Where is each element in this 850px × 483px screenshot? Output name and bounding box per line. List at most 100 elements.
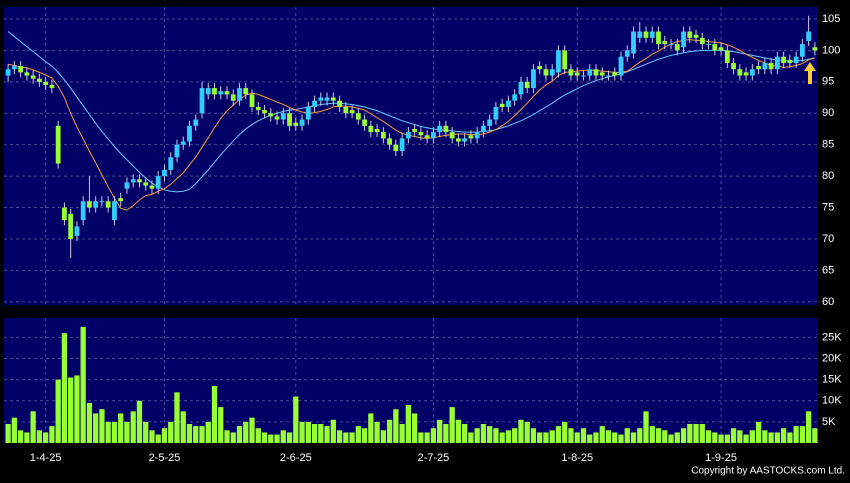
volume-bar bbox=[443, 423, 449, 443]
volume-bar bbox=[737, 430, 743, 443]
volume-bar bbox=[555, 426, 562, 443]
volume-bar bbox=[599, 426, 605, 443]
candle-body bbox=[5, 69, 11, 76]
candle-body bbox=[693, 34, 699, 38]
candle-body bbox=[549, 69, 555, 76]
volume-bar bbox=[186, 423, 193, 443]
volume-bar bbox=[399, 423, 405, 443]
candle-body bbox=[587, 69, 593, 76]
candle-body bbox=[681, 31, 686, 48]
candle-body bbox=[806, 31, 812, 41]
candle-body bbox=[124, 182, 130, 189]
volume-bar bbox=[762, 430, 768, 443]
candle-body bbox=[662, 40, 668, 45]
volume-bar bbox=[230, 432, 236, 443]
candle-body bbox=[749, 69, 755, 76]
candle-body bbox=[737, 69, 743, 76]
candle-body bbox=[699, 37, 705, 45]
volume-bar bbox=[149, 430, 155, 443]
volume-bar bbox=[724, 434, 730, 443]
y-tick-label: 95 bbox=[822, 76, 834, 88]
volume-bar bbox=[793, 426, 799, 443]
volume-bar bbox=[612, 432, 618, 443]
volume-bar bbox=[393, 409, 399, 443]
candle-body bbox=[349, 110, 355, 114]
candle-body bbox=[143, 182, 149, 186]
y-tick-label: 60 bbox=[822, 296, 834, 308]
volume-bar bbox=[93, 413, 99, 443]
volume-bar bbox=[562, 421, 568, 443]
candle-body bbox=[118, 198, 124, 202]
candle-body bbox=[656, 31, 661, 45]
volume-bar bbox=[437, 419, 443, 443]
volume-bar bbox=[424, 432, 430, 443]
candle-body bbox=[174, 144, 180, 158]
y-tick-label: 105 bbox=[822, 13, 840, 25]
volume-bar bbox=[637, 428, 643, 443]
volume-bar bbox=[524, 421, 530, 443]
candle-body bbox=[499, 103, 505, 107]
volume-bar bbox=[274, 434, 280, 443]
candle-body bbox=[624, 50, 630, 57]
volume-bar bbox=[593, 432, 599, 443]
candle-body bbox=[130, 179, 136, 183]
candle-body bbox=[343, 106, 349, 114]
candle-body bbox=[462, 138, 468, 142]
candle-body bbox=[731, 62, 736, 70]
candle-body bbox=[668, 44, 674, 46]
volume-bar bbox=[11, 417, 18, 443]
volume-bar bbox=[418, 432, 424, 443]
volume-bar bbox=[518, 419, 524, 443]
candle-body bbox=[787, 59, 793, 63]
volume-bar bbox=[705, 430, 712, 443]
volume-bar bbox=[774, 432, 780, 443]
volume-bar bbox=[624, 428, 630, 443]
candle-body bbox=[618, 56, 624, 76]
candle-body bbox=[112, 201, 117, 221]
volume-bar bbox=[630, 432, 637, 443]
candle-body bbox=[249, 94, 255, 107]
volume-bar bbox=[124, 421, 130, 443]
candle-body bbox=[756, 66, 761, 70]
volume-bar bbox=[174, 392, 180, 443]
candle-body bbox=[62, 207, 67, 221]
volume-bar bbox=[605, 430, 612, 443]
candle-body bbox=[574, 72, 580, 76]
volume-bar bbox=[324, 426, 330, 443]
candle-body bbox=[55, 125, 61, 164]
volume-bar bbox=[643, 411, 649, 443]
candle-body bbox=[11, 66, 17, 70]
volume-bar bbox=[749, 430, 755, 443]
volume-bar bbox=[449, 407, 455, 443]
candle-body bbox=[599, 72, 605, 76]
candle-body bbox=[424, 135, 430, 139]
candle-body bbox=[524, 81, 530, 89]
candle-body bbox=[312, 100, 317, 107]
volume-bar bbox=[236, 426, 243, 443]
x-tick-label: 1-8-25 bbox=[561, 452, 593, 464]
volume-bar bbox=[24, 432, 30, 443]
candle-body bbox=[293, 122, 299, 126]
volume-bar bbox=[487, 426, 493, 443]
candle-body bbox=[24, 72, 30, 76]
candle-body bbox=[87, 201, 92, 208]
candle-body bbox=[230, 94, 236, 101]
volume-bar bbox=[43, 432, 49, 443]
candle-body bbox=[399, 138, 405, 151]
volume-bar bbox=[80, 326, 86, 443]
candle-body bbox=[30, 75, 36, 79]
candle-body bbox=[80, 201, 86, 221]
volume-bar bbox=[18, 430, 24, 443]
candle-body bbox=[43, 81, 49, 85]
moving-average-line bbox=[7, 31, 815, 193]
volume-bar bbox=[662, 430, 668, 443]
candle-body bbox=[487, 119, 493, 126]
candle-body bbox=[337, 100, 342, 107]
volume-bar bbox=[718, 434, 724, 443]
candle-body bbox=[405, 132, 411, 139]
candle-body bbox=[393, 144, 399, 151]
candle-body bbox=[299, 119, 305, 126]
candle-body bbox=[762, 62, 768, 70]
candle-body bbox=[255, 106, 261, 111]
